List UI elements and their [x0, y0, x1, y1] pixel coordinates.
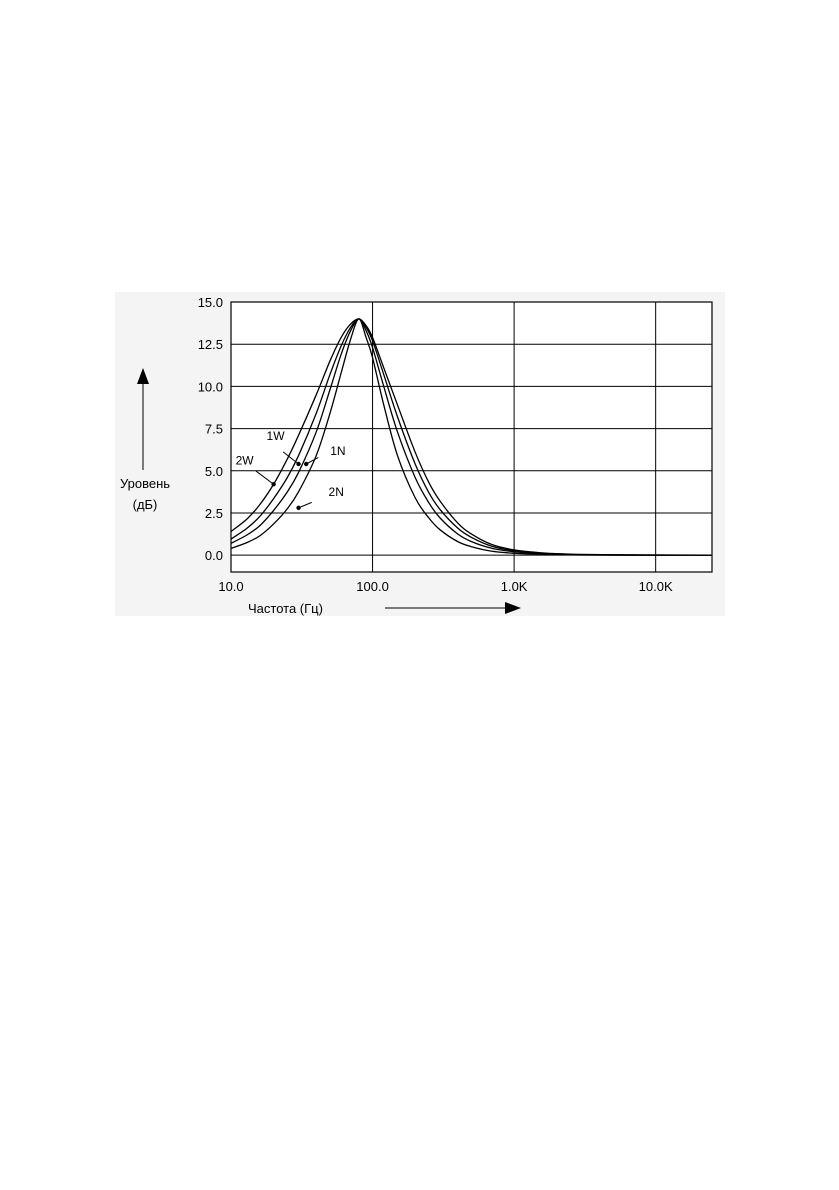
x-tick-label: 10.0 — [218, 579, 243, 594]
y-axis-label-line-2: (дБ) — [133, 497, 158, 512]
series-label-leader-2n — [298, 501, 312, 509]
plot-area — [230, 301, 713, 573]
series-label-2n: 2N — [329, 485, 344, 499]
y-tick-label: 0.0 — [205, 548, 223, 563]
series-label-leader-2w — [255, 470, 274, 485]
series-label-1n: 1N — [330, 444, 345, 458]
tick-labels: 0.0 2.5 5.0 7.5 10.0 12.5 15.0 10.0 100.0 1.0K 10.… — [198, 295, 673, 594]
y-tick-label: 12.5 — [198, 337, 223, 352]
series-line-2n — [230, 318, 712, 556]
x-axis-arrow — [385, 602, 521, 614]
x-tick-label: 100.0 — [356, 579, 389, 594]
series-labels: 2W 1W 1N 2N — [236, 429, 346, 511]
y-tick-label: 10.0 — [198, 379, 223, 394]
series-label-leader-1w — [282, 451, 299, 465]
y-tick-label: 2.5 — [205, 506, 223, 521]
y-axis-label-line-1: Уровень — [120, 476, 170, 491]
y-axis-arrow — [137, 368, 149, 470]
series-label-2w: 2W — [236, 453, 255, 467]
series-label-leader-1n — [305, 456, 319, 465]
y-tick-label: 7.5 — [205, 422, 223, 437]
x-tick-label: 1.0K — [501, 579, 528, 594]
y-tick-label: 15.0 — [198, 295, 223, 310]
series-label-1w: 1W — [267, 429, 286, 443]
y-tick-label: 5.0 — [205, 464, 223, 479]
x-tick-label: 10.0K — [639, 579, 673, 594]
x-axis-label: Частота (Гц) — [248, 601, 323, 616]
curves — [230, 318, 713, 556]
series-label-dot-1n — [304, 461, 309, 467]
